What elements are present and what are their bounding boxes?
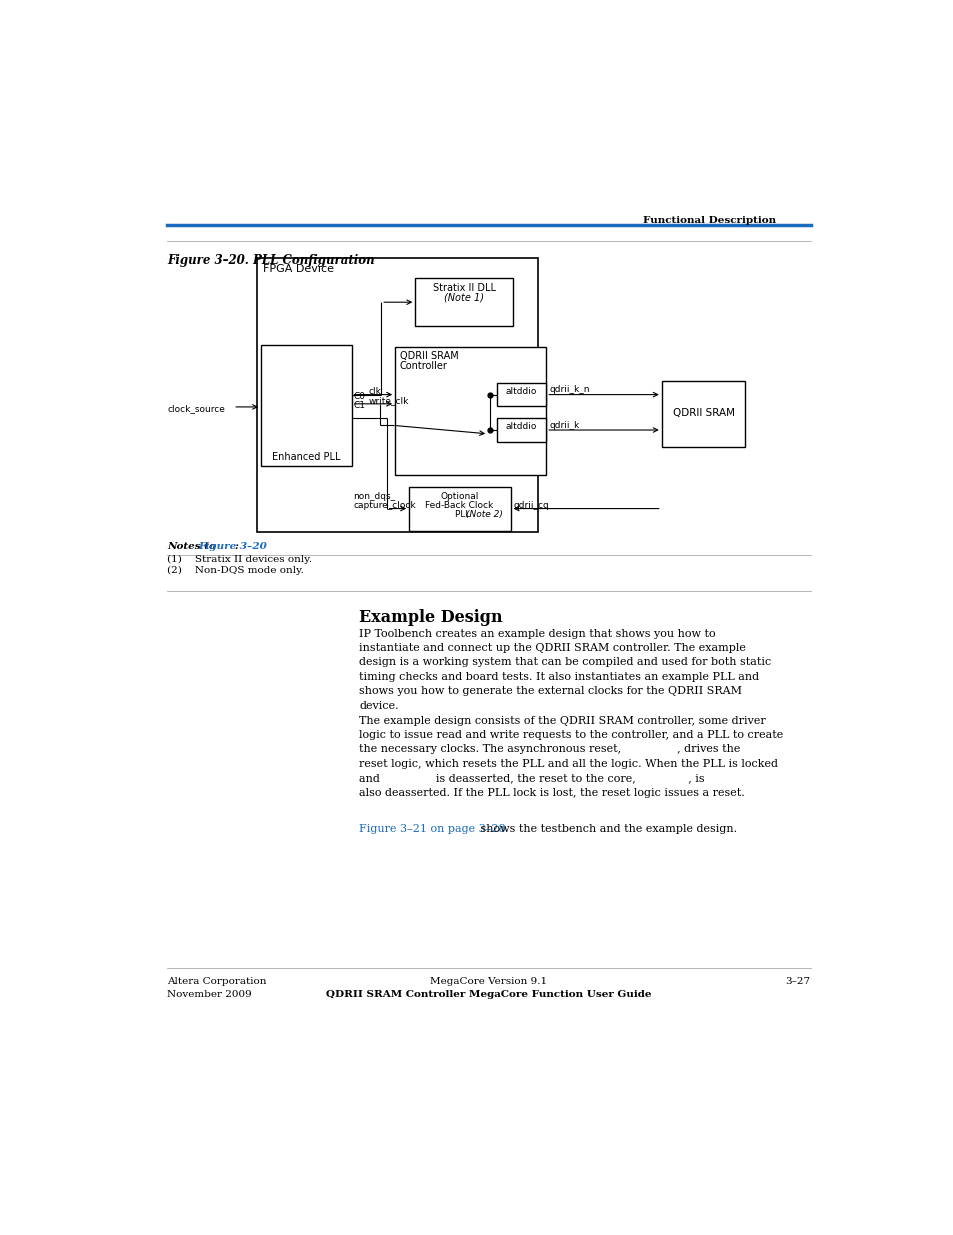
Text: PLL: PLL (455, 510, 473, 519)
Text: clk: clk (369, 387, 381, 396)
Text: (2)    Non-DQS mode only.: (2) Non-DQS mode only. (167, 566, 304, 574)
Text: (Note 1): (Note 1) (444, 293, 483, 303)
Text: FPGA Device: FPGA Device (263, 264, 335, 274)
Text: The example design consists of the QDRII SRAM controller, some driver
logic to i: The example design consists of the QDRII… (359, 716, 783, 798)
Bar (661, 380, 744, 447)
Text: Functional Description: Functional Description (642, 216, 776, 225)
Text: QDRII SRAM Controller MegaCore Function User Guide: QDRII SRAM Controller MegaCore Function … (326, 989, 651, 999)
Text: non_dqs_: non_dqs_ (353, 492, 395, 500)
Text: Fed-Back Clock: Fed-Back Clock (425, 501, 493, 510)
Text: Controller: Controller (399, 361, 447, 370)
Text: shows the testbench and the example design.: shows the testbench and the example desi… (476, 824, 737, 835)
Text: (Note 2): (Note 2) (465, 510, 502, 519)
Text: Figure 3–20: Figure 3–20 (198, 542, 267, 552)
Text: qdrii_k: qdrii_k (549, 421, 579, 430)
Text: November 2009: November 2009 (167, 989, 252, 999)
Text: Figure 3–21 on page 3–28: Figure 3–21 on page 3–28 (359, 824, 506, 835)
Text: write_clk: write_clk (369, 396, 409, 405)
Text: Notes to: Notes to (167, 542, 219, 552)
Text: (1)    Stratix II devices only.: (1) Stratix II devices only. (167, 555, 312, 564)
Text: altddio: altddio (505, 422, 537, 431)
Text: C1: C1 (353, 401, 365, 410)
Text: altddio: altddio (505, 387, 537, 396)
Text: Stratix II DLL: Stratix II DLL (432, 283, 496, 293)
Text: Figure 3–20. PLL Configuration: Figure 3–20. PLL Configuration (167, 254, 375, 268)
Bar (497, 419, 546, 442)
Text: Optional: Optional (440, 492, 478, 500)
Text: Enhanced PLL: Enhanced PLL (272, 452, 340, 462)
Bar (497, 383, 546, 406)
Bar (395, 347, 546, 475)
Text: qdrii_k_n: qdrii_k_n (549, 385, 589, 394)
Text: MegaCore Version 9.1: MegaCore Version 9.1 (430, 977, 547, 987)
Text: :: : (234, 542, 238, 552)
Text: 3–27: 3–27 (784, 977, 810, 987)
Text: Example Design: Example Design (359, 609, 502, 626)
Bar (261, 346, 352, 466)
Bar (415, 278, 513, 326)
Text: capture_clock: capture_clock (353, 501, 416, 510)
Text: QDRII SRAM: QDRII SRAM (399, 352, 458, 362)
Text: QDRII SRAM: QDRII SRAM (672, 408, 734, 417)
Bar (257, 258, 537, 531)
Text: clock_source: clock_source (167, 404, 225, 412)
Text: C0: C0 (353, 391, 365, 400)
Text: Altera Corporation: Altera Corporation (167, 977, 267, 987)
Bar (409, 487, 510, 531)
Text: qdrii_cq: qdrii_cq (513, 501, 549, 510)
Text: IP Toolbench creates an example design that shows you how to
instantiate and con: IP Toolbench creates an example design t… (359, 629, 771, 710)
